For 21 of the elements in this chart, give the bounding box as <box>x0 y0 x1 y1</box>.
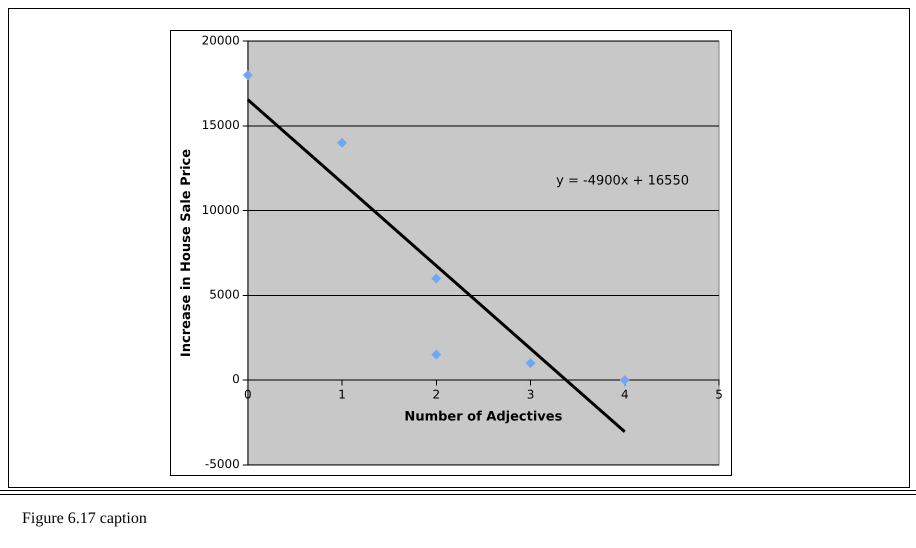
x-tick-label: 3 <box>526 387 534 402</box>
point <box>620 375 630 386</box>
y-tick-label: -5000 <box>204 456 240 471</box>
point <box>242 70 253 80</box>
y-tick-label: 15000 <box>202 118 240 132</box>
y-axis-title: Increase in House Sale Price <box>179 148 194 358</box>
x-tick-label: 4 <box>620 387 629 402</box>
x-tick-label: 1 <box>338 387 346 402</box>
x-tick-label: 5 <box>715 387 723 402</box>
point <box>431 350 442 360</box>
point <box>337 138 348 148</box>
y-tick-label: 20000 <box>202 33 240 48</box>
point <box>526 358 536 368</box>
caption: Figure 6.17 caption <box>22 510 147 528</box>
y-tick-label: 5000 <box>209 287 240 302</box>
x-tick-label: 2 <box>432 387 440 402</box>
annotation: y = -4900x + 16550 <box>556 173 689 188</box>
y-tick-label: 0 <box>232 372 240 386</box>
x-axis-title: Number of Adjectives <box>404 410 563 425</box>
point <box>431 273 442 284</box>
y-tick-label: 10000 <box>202 202 240 217</box>
